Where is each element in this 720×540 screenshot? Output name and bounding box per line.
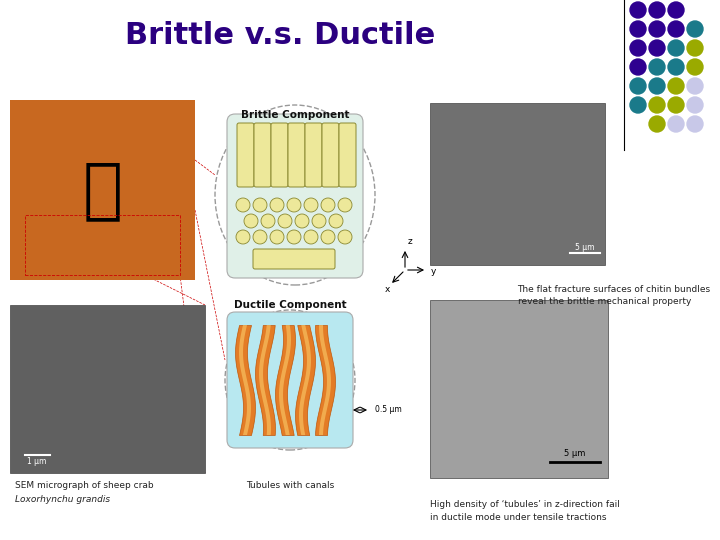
Circle shape: [338, 198, 352, 212]
Text: Ductile Component: Ductile Component: [234, 300, 346, 310]
Circle shape: [630, 78, 646, 94]
Circle shape: [668, 78, 684, 94]
Circle shape: [321, 198, 335, 212]
Text: The flat fracture surfaces of chitin bundles
reveal the brittle mechanical prope: The flat fracture surfaces of chitin bun…: [518, 285, 711, 307]
Text: 1 μm: 1 μm: [27, 456, 47, 465]
FancyBboxPatch shape: [227, 312, 353, 448]
Circle shape: [687, 21, 703, 37]
Circle shape: [668, 59, 684, 75]
FancyBboxPatch shape: [305, 123, 322, 187]
Circle shape: [668, 2, 684, 18]
Circle shape: [321, 230, 335, 244]
Circle shape: [668, 116, 684, 132]
Circle shape: [304, 230, 318, 244]
Circle shape: [304, 198, 318, 212]
Circle shape: [687, 40, 703, 56]
Circle shape: [287, 198, 301, 212]
Text: 🦀: 🦀: [83, 157, 122, 223]
Circle shape: [270, 198, 284, 212]
Text: 5 μm: 5 μm: [575, 242, 595, 252]
Text: x: x: [385, 286, 390, 294]
FancyBboxPatch shape: [339, 123, 356, 187]
Circle shape: [236, 198, 250, 212]
Circle shape: [338, 230, 352, 244]
Bar: [10, 100, 195, 280]
Circle shape: [687, 78, 703, 94]
Text: High density of ‘tubules’ in z-direction fail
in ductile mode under tensile trac: High density of ‘tubules’ in z-direction…: [430, 500, 620, 522]
FancyBboxPatch shape: [237, 123, 254, 187]
Bar: [25, 215, 180, 275]
Circle shape: [649, 116, 665, 132]
Circle shape: [668, 97, 684, 113]
Circle shape: [649, 97, 665, 113]
Circle shape: [649, 2, 665, 18]
Circle shape: [329, 214, 343, 228]
FancyBboxPatch shape: [322, 123, 339, 187]
Text: Tubules with canals: Tubules with canals: [246, 481, 334, 490]
Circle shape: [236, 230, 250, 244]
Text: y: y: [431, 267, 436, 276]
Circle shape: [649, 59, 665, 75]
Circle shape: [649, 21, 665, 37]
Circle shape: [244, 214, 258, 228]
Circle shape: [649, 40, 665, 56]
Text: z: z: [408, 238, 413, 246]
FancyBboxPatch shape: [271, 123, 288, 187]
Bar: [430, 300, 608, 478]
Text: 5 μm: 5 μm: [564, 449, 585, 458]
FancyBboxPatch shape: [253, 249, 335, 269]
Text: 0.5 μm: 0.5 μm: [375, 406, 402, 415]
Circle shape: [312, 214, 326, 228]
Text: Brittle Component: Brittle Component: [240, 110, 349, 120]
Circle shape: [287, 230, 301, 244]
Bar: [10, 305, 205, 473]
Circle shape: [270, 230, 284, 244]
Circle shape: [630, 97, 646, 113]
Circle shape: [649, 78, 665, 94]
Circle shape: [630, 59, 646, 75]
Circle shape: [278, 214, 292, 228]
FancyBboxPatch shape: [227, 114, 363, 278]
FancyBboxPatch shape: [288, 123, 305, 187]
Circle shape: [630, 2, 646, 18]
Circle shape: [668, 40, 684, 56]
Circle shape: [630, 40, 646, 56]
Text: Loxorhynchu grandis: Loxorhynchu grandis: [15, 495, 110, 504]
Circle shape: [253, 198, 267, 212]
Bar: [430, 103, 605, 265]
Circle shape: [687, 116, 703, 132]
Circle shape: [668, 21, 684, 37]
Circle shape: [687, 97, 703, 113]
Circle shape: [687, 59, 703, 75]
Circle shape: [630, 21, 646, 37]
Text: SEM micrograph of sheep crab: SEM micrograph of sheep crab: [15, 481, 153, 490]
Text: Brittle v.s. Ductile: Brittle v.s. Ductile: [125, 21, 435, 50]
Circle shape: [295, 214, 309, 228]
Circle shape: [261, 214, 275, 228]
Circle shape: [253, 230, 267, 244]
FancyBboxPatch shape: [254, 123, 271, 187]
